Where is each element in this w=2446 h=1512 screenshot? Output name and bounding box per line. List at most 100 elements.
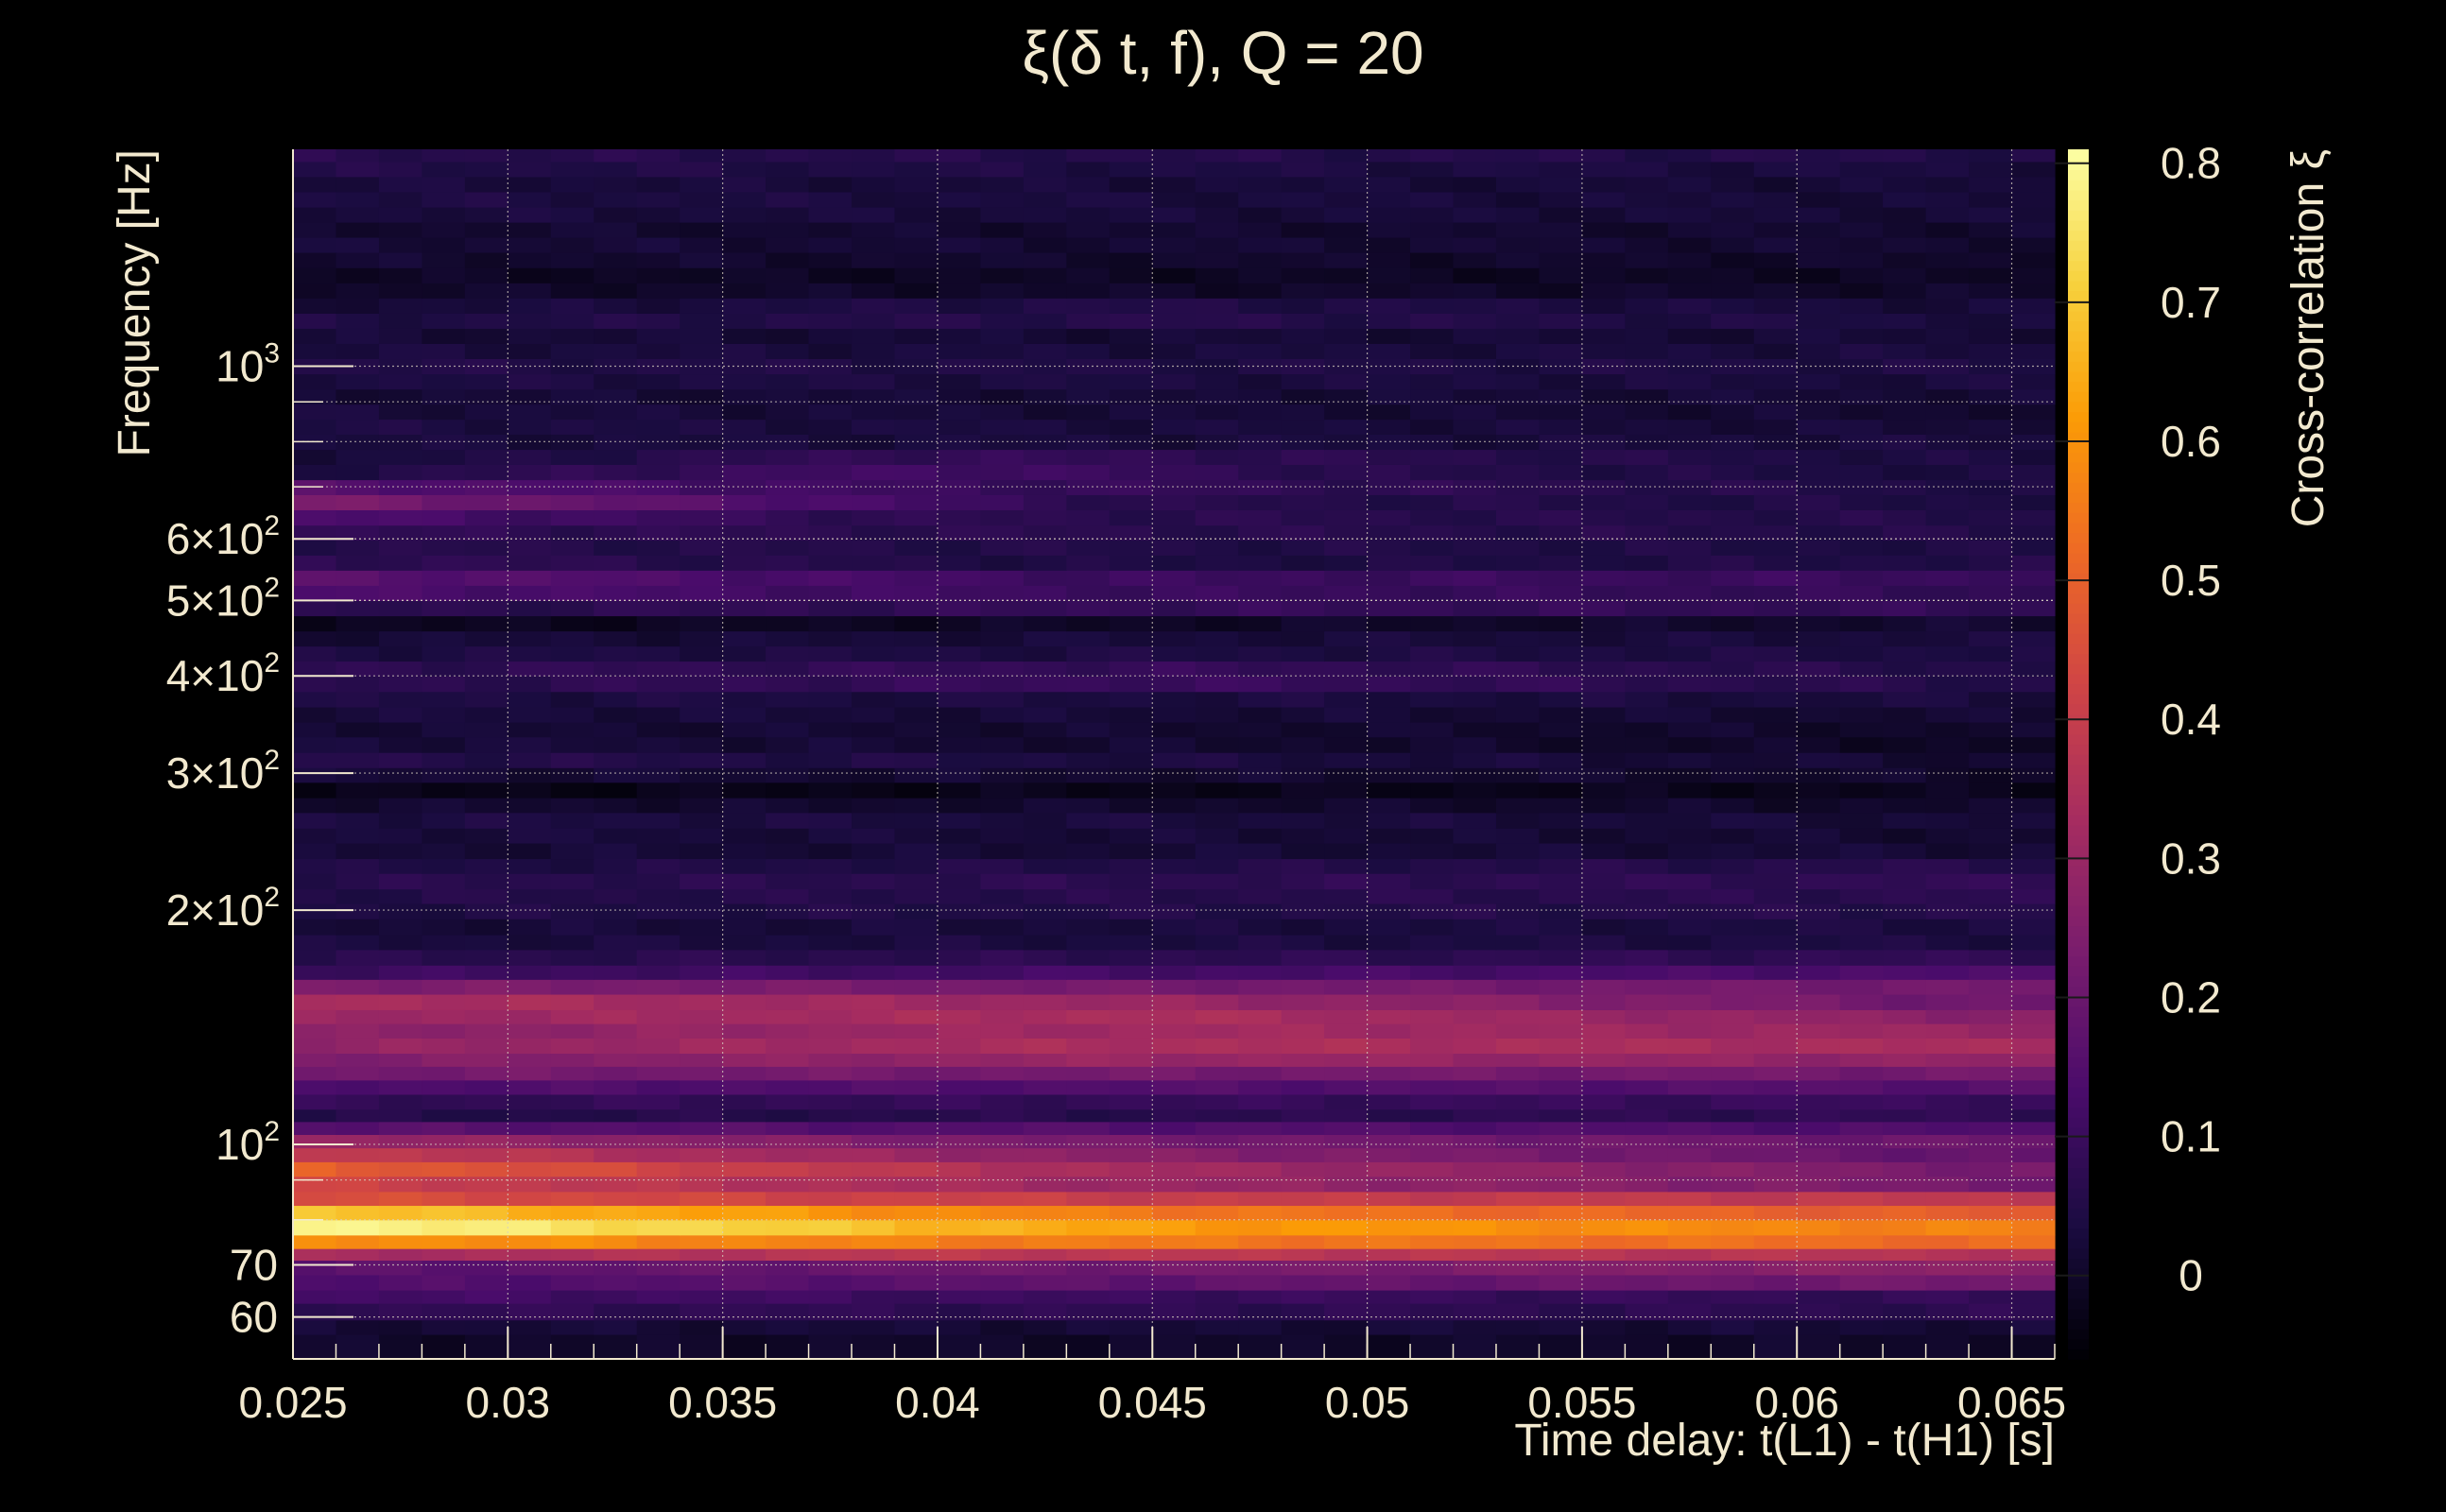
heatmap-cell <box>1839 1079 1884 1095</box>
colorbar-segment <box>2068 260 2089 271</box>
heatmap-cell <box>894 979 939 995</box>
heatmap-cell <box>1797 676 1841 693</box>
heatmap-cell <box>680 1079 724 1095</box>
heatmap-cell <box>1753 343 1798 359</box>
heatmap-cell <box>1023 873 1067 890</box>
heatmap-cell <box>1152 313 1197 329</box>
heatmap-cell <box>336 1161 380 1177</box>
heatmap-cell <box>1495 1009 1541 1024</box>
heatmap-cell <box>422 706 466 723</box>
heatmap-cell <box>1367 935 1411 951</box>
heatmap-cell <box>937 479 982 495</box>
heatmap-cell <box>852 798 896 814</box>
heatmap-cell <box>1883 965 1927 980</box>
heatmap-cell <box>1667 888 1712 904</box>
heatmap-cell <box>1453 721 1497 738</box>
heatmap-cell <box>1925 1274 1970 1291</box>
heatmap-cell <box>1711 1161 1755 1177</box>
heatmap-cell <box>550 782 594 799</box>
heatmap-cell <box>550 449 594 465</box>
heatmap-cell <box>636 873 680 890</box>
colorbar-segment <box>2068 331 2089 342</box>
heatmap-cell <box>1625 1121 1669 1135</box>
heatmap-cell <box>1324 873 1369 890</box>
heatmap-cell <box>980 1038 1025 1054</box>
heatmap-cell <box>1539 645 1583 662</box>
heatmap-cell <box>1539 600 1583 617</box>
heatmap-cell <box>1281 328 1325 344</box>
heatmap-cell <box>422 858 466 874</box>
heatmap-cell <box>2011 1009 2056 1024</box>
heatmap-cell <box>808 1161 853 1177</box>
heatmap-cell <box>464 524 508 541</box>
heatmap-cell <box>508 752 552 768</box>
heatmap-cell <box>1410 207 1455 223</box>
heatmap-cell <box>1367 736 1411 753</box>
heatmap-cell <box>1195 706 1239 723</box>
heatmap-cell <box>2011 630 2056 647</box>
heatmap-cell <box>1453 1274 1497 1291</box>
heatmap-cell <box>508 449 552 465</box>
heatmap-cell <box>1539 752 1583 768</box>
heatmap-cell <box>1195 1161 1239 1177</box>
heatmap-cell <box>1667 328 1712 344</box>
heatmap-cell <box>464 842 508 860</box>
heatmap-cell <box>1797 979 1841 995</box>
heatmap-cell <box>1238 191 1283 208</box>
heatmap-cell <box>980 828 1025 844</box>
heatmap-cell <box>1581 313 1626 329</box>
heatmap-cell <box>1238 388 1283 405</box>
heatmap-cell <box>1453 645 1497 662</box>
heatmap-cell <box>1667 343 1712 359</box>
heatmap-cell <box>1839 965 1884 980</box>
heatmap-cell <box>937 993 982 1010</box>
heatmap-cell <box>1969 1191 2013 1207</box>
heatmap-cell <box>1495 1108 1541 1123</box>
heatmap-cell <box>722 1009 767 1024</box>
heatmap-cell <box>422 676 466 693</box>
heatmap-cell <box>1539 903 1583 919</box>
colorbar-tick-label: 0.7 <box>2161 278 2221 327</box>
heatmap-cell <box>1839 1161 1884 1177</box>
heatmap-cell <box>1281 661 1325 677</box>
heatmap-cell <box>550 1290 594 1304</box>
heatmap-cell <box>1066 691 1111 708</box>
heatmap-cell <box>1410 903 1455 919</box>
heatmap-cell <box>1238 1248 1283 1262</box>
heatmap-cell <box>378 706 422 723</box>
heatmap-cell <box>852 298 896 314</box>
heatmap-cell <box>1109 479 1153 495</box>
heatmap-cell <box>894 570 939 586</box>
heatmap-cell <box>852 949 896 966</box>
heatmap-cell <box>1109 419 1153 435</box>
heatmap-cell <box>1667 993 1712 1010</box>
heatmap-cell <box>1969 1176 2013 1193</box>
heatmap-cell <box>1023 993 1067 1010</box>
heatmap-cell <box>1367 706 1411 723</box>
heatmap-cell <box>980 373 1025 390</box>
heatmap-cell <box>378 1121 422 1135</box>
heatmap-cell <box>1969 1205 2013 1221</box>
heatmap-cell <box>1281 1093 1325 1110</box>
heatmap-cell <box>508 570 552 586</box>
heatmap-cell <box>594 661 638 677</box>
heatmap-cell <box>1453 873 1497 890</box>
heatmap-cell <box>1023 149 1067 163</box>
heatmap-cell <box>594 283 638 299</box>
heatmap-cell <box>1066 464 1111 481</box>
heatmap-cell <box>852 1191 896 1207</box>
heatmap-cell <box>1711 1038 1755 1054</box>
heatmap-cell <box>378 221 422 238</box>
heatmap-cell <box>1667 1161 1712 1177</box>
x-tick-label: 0.035 <box>668 1378 777 1427</box>
heatmap-cell <box>1883 298 1927 314</box>
heatmap-cell <box>1281 419 1325 435</box>
heatmap-cell <box>1453 752 1497 768</box>
heatmap-cell <box>766 1333 810 1360</box>
heatmap-cell <box>852 161 896 178</box>
heatmap-cell <box>550 570 594 586</box>
heatmap-cell <box>508 1260 552 1276</box>
heatmap-cell <box>636 1066 680 1081</box>
heatmap-cell <box>894 1093 939 1110</box>
heatmap-cell <box>422 1079 466 1095</box>
